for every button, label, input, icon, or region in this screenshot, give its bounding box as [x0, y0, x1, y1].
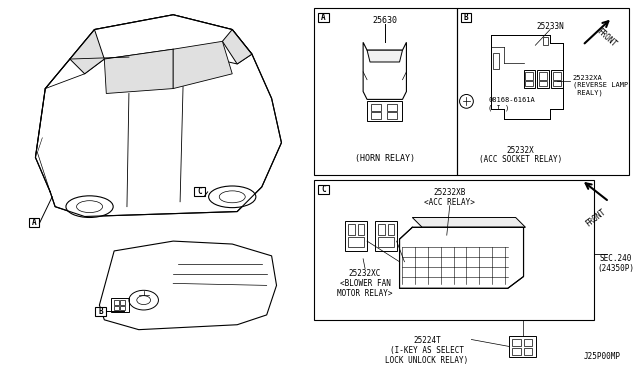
Ellipse shape: [77, 201, 102, 213]
Bar: [543, 38, 548, 45]
Text: SEC.240
(24350P): SEC.240 (24350P): [598, 254, 634, 273]
Bar: [525, 81, 533, 86]
Text: 08168-6161A
( I ): 08168-6161A ( I ): [488, 97, 535, 111]
Bar: [358, 224, 364, 235]
Ellipse shape: [129, 290, 159, 310]
Bar: [553, 81, 561, 86]
Bar: [461, 13, 472, 22]
Bar: [378, 237, 394, 247]
Text: FRONT: FRONT: [595, 26, 618, 48]
Polygon shape: [223, 29, 252, 64]
Bar: [524, 70, 535, 87]
Bar: [553, 72, 561, 80]
Ellipse shape: [66, 196, 113, 218]
Bar: [111, 298, 129, 312]
Text: C: C: [197, 187, 202, 196]
Text: 25232X: 25232X: [507, 146, 534, 155]
Bar: [194, 187, 205, 196]
Bar: [114, 300, 119, 305]
Text: (HORN RELAY): (HORN RELAY): [355, 154, 415, 163]
Bar: [95, 307, 106, 316]
Bar: [375, 221, 397, 251]
Text: 25630: 25630: [372, 16, 397, 25]
Bar: [318, 13, 329, 22]
Text: 25232XC
<BLOWER FAN
MOTOR RELAY>: 25232XC <BLOWER FAN MOTOR RELAY>: [337, 269, 393, 298]
Bar: [387, 104, 397, 111]
Bar: [318, 185, 329, 194]
Bar: [314, 180, 595, 320]
Bar: [540, 72, 547, 80]
Polygon shape: [35, 15, 282, 217]
Polygon shape: [363, 42, 406, 99]
Text: 25232XA
(REVERSE LAMP
 REALY): 25232XA (REVERSE LAMP REALY): [573, 75, 628, 96]
Bar: [314, 8, 456, 175]
Bar: [525, 72, 533, 80]
Bar: [348, 237, 364, 247]
Bar: [120, 300, 125, 305]
Bar: [540, 81, 547, 86]
Circle shape: [460, 94, 474, 108]
Text: A: A: [321, 13, 326, 22]
Polygon shape: [84, 15, 252, 74]
Bar: [367, 101, 403, 121]
Ellipse shape: [209, 186, 256, 208]
Bar: [378, 224, 385, 235]
Ellipse shape: [137, 296, 150, 305]
Bar: [512, 348, 520, 355]
Text: B: B: [99, 307, 103, 316]
Bar: [346, 221, 367, 251]
Text: FRONT: FRONT: [584, 208, 607, 229]
Polygon shape: [99, 241, 276, 330]
Polygon shape: [104, 49, 173, 93]
Polygon shape: [70, 29, 104, 74]
Text: 25224T
(I-KEY AS SELECT
LOCK UNLOCK RELAY): 25224T (I-KEY AS SELECT LOCK UNLOCK RELA…: [385, 336, 468, 365]
Text: B: B: [463, 13, 468, 22]
Polygon shape: [412, 218, 525, 227]
Bar: [348, 224, 355, 235]
Bar: [388, 224, 394, 235]
Polygon shape: [491, 35, 563, 119]
Ellipse shape: [220, 191, 245, 203]
Bar: [29, 218, 40, 227]
Bar: [524, 348, 532, 355]
Bar: [120, 306, 125, 310]
Bar: [493, 53, 499, 69]
Text: (ACC SOCKET RELAY): (ACC SOCKET RELAY): [479, 155, 562, 164]
Bar: [509, 336, 536, 357]
Bar: [456, 8, 629, 175]
Text: 25233N: 25233N: [536, 22, 564, 31]
Bar: [551, 70, 563, 87]
Bar: [371, 104, 381, 111]
Text: A: A: [31, 218, 36, 227]
Bar: [538, 70, 549, 87]
Polygon shape: [367, 50, 403, 62]
Polygon shape: [173, 41, 232, 89]
Bar: [512, 339, 520, 346]
Bar: [524, 339, 532, 346]
Bar: [114, 306, 119, 310]
Text: 25232XB
<ACC RELAY>: 25232XB <ACC RELAY>: [424, 188, 475, 207]
Polygon shape: [399, 227, 524, 288]
Text: C: C: [321, 185, 326, 194]
Bar: [387, 112, 397, 119]
Bar: [371, 112, 381, 119]
Text: J25P00MP: J25P00MP: [584, 352, 621, 361]
